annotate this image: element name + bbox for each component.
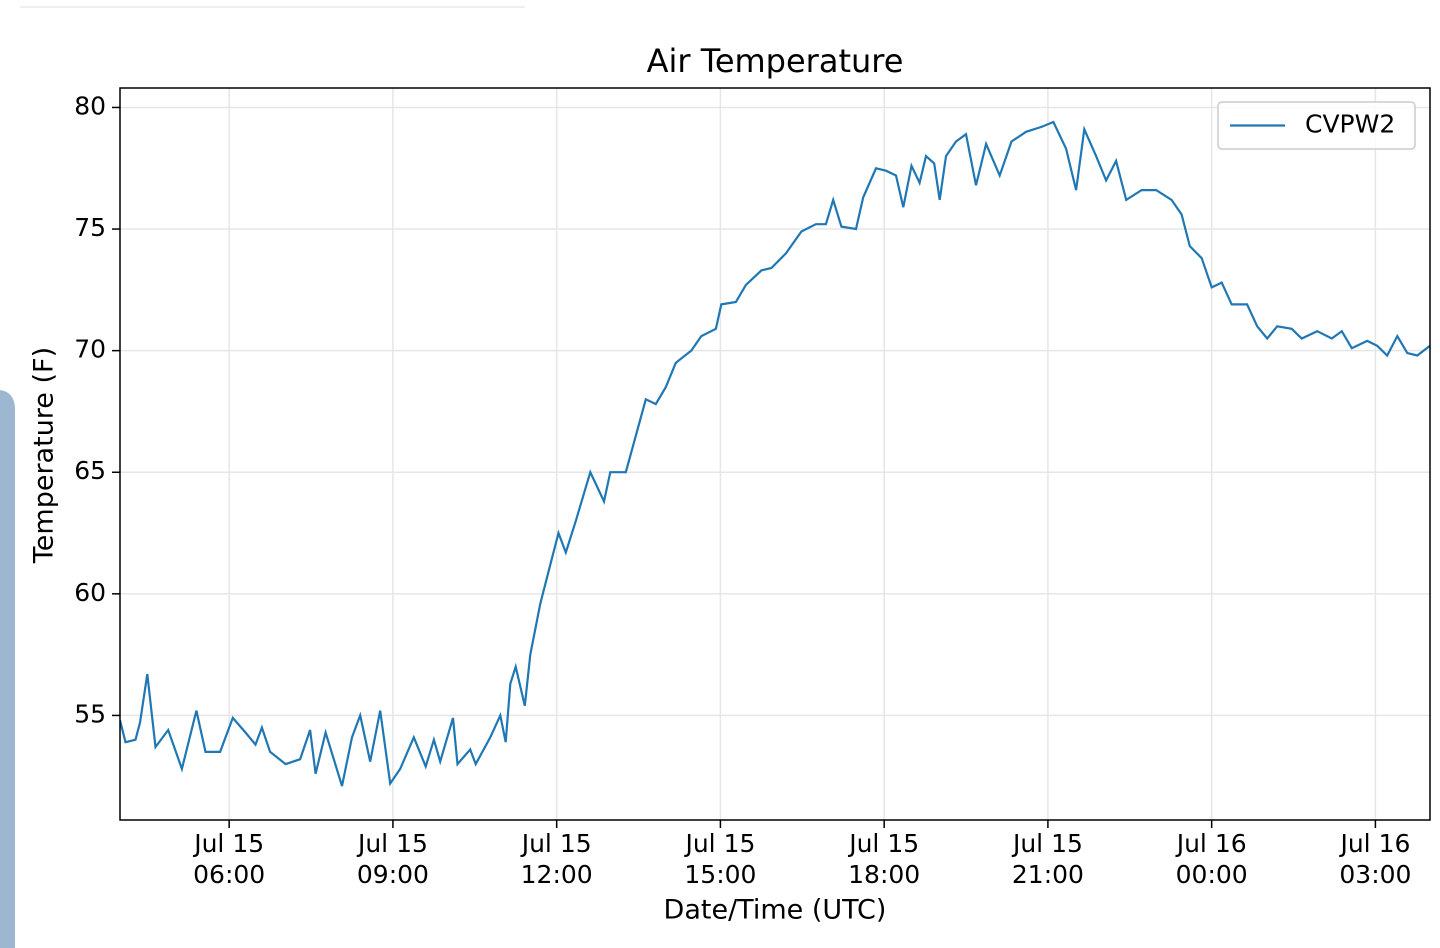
y-tick-label: 80 xyxy=(74,91,106,120)
x-tick-label: 09:00 xyxy=(357,860,429,889)
y-tick-label: 75 xyxy=(74,213,106,242)
y-axis-label: Temperature (F) xyxy=(29,347,60,564)
x-tick-label: Jul 15 xyxy=(683,829,755,858)
side-panel xyxy=(0,390,15,948)
x-tick-label: Jul 15 xyxy=(1011,829,1083,858)
x-tick-label: 03:00 xyxy=(1339,860,1411,889)
legend-box xyxy=(1217,101,1416,150)
x-tick-label: Jul 15 xyxy=(356,829,428,858)
data-line xyxy=(120,120,1430,787)
x-tick-label: 06:00 xyxy=(193,860,265,889)
y-tick-label: 65 xyxy=(74,456,106,485)
legend-label: CVPW2 xyxy=(1305,110,1395,139)
x-tick-label: Jul 15 xyxy=(520,829,592,858)
x-tick-label: 12:00 xyxy=(521,860,593,889)
x-tick-label: 21:00 xyxy=(1012,860,1084,889)
x-tick-label: Jul 16 xyxy=(1338,829,1410,858)
y-tick-label: 60 xyxy=(74,578,106,607)
plot-frame xyxy=(119,87,1431,821)
x-tick-label: Jul 15 xyxy=(847,829,919,858)
x-tick-label: Jul 15 xyxy=(192,829,264,858)
x-axis-label: Date/Time (UTC) xyxy=(664,895,887,926)
chart-title: Air Temperature xyxy=(647,42,904,80)
x-tick-label: 18:00 xyxy=(848,860,920,889)
x-tick-label: 00:00 xyxy=(1176,860,1248,889)
y-tick-label: 70 xyxy=(74,335,106,364)
x-tick-label: Jul 16 xyxy=(1175,829,1247,858)
x-tick-label: 15:00 xyxy=(684,860,756,889)
y-tick-label: 55 xyxy=(74,699,106,728)
